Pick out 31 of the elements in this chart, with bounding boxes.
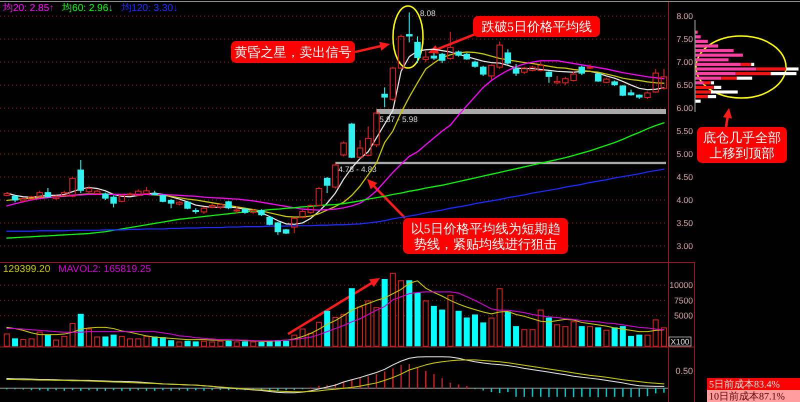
text: 均20: 2.85↑ [2,2,54,14]
text: MAVOL2: 165819.25 [58,264,152,275]
y-tick-label: 4.00 [676,194,694,205]
y-axis-title: X100 [670,338,690,346]
callout: 黄昏之星，卖出信号 [231,41,355,63]
annotation: 8.08 [420,9,436,18]
text: 均120: 3.30↓ [120,2,178,14]
annotation: 跌破5日价格平均线 [481,19,592,34]
y-tick-label: 6.50 [676,80,694,90]
y-tick-label: 7.00 [676,57,694,68]
text: 129399.20 [3,264,51,275]
y-tick-label: 10000 [669,280,694,290]
text: 0.50 [675,366,693,376]
annotation: 黄昏之星，卖出信号 [234,44,352,60]
callout: 跌破5日价格平均线 [473,16,600,37]
annotation: 以5日价格平均线为短期趋势线，紧贴均线进行狙击 [410,220,560,252]
y-tick-label: 4.50 [676,172,694,182]
callout: 底仓几乎全部上移到顶部 [697,127,787,163]
y-tick-label: 7.50 [676,34,694,44]
y-tick-label: 8.00 [676,11,694,22]
y-tick-label: 5000 [674,310,694,321]
y-tick-label: 3.50 [676,218,694,228]
callout: 5日前成本83.4% [707,378,800,391]
y-tick-label: 6.00 [676,103,694,114]
y-tick-label: 7500 [674,295,694,306]
y-tick-label: 5.50 [676,126,694,136]
text: 均60: 2.96↓ [61,2,114,14]
y-tick-label: 3.00 [676,240,694,251]
callout: 10日前成本87.1% [707,390,800,402]
y-tick-label: 5.00 [676,149,694,160]
callout: 以5日价格平均线为短期趋势线，紧贴均线进行狙击 [403,218,568,254]
